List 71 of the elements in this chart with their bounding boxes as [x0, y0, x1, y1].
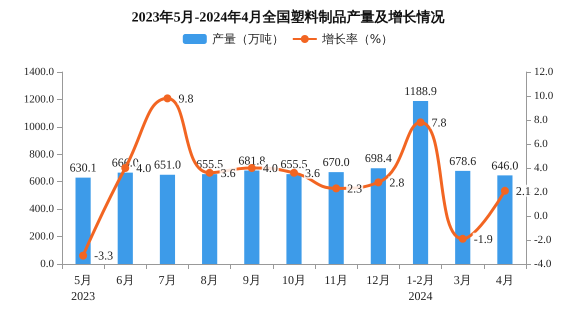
data-label: 681.8 — [238, 153, 266, 168]
point — [458, 234, 467, 243]
point — [79, 252, 88, 260]
point — [206, 168, 214, 177]
y-tick-label: 1400.0 — [24, 66, 54, 78]
x-tick-label: 5月 2023 — [71, 273, 96, 303]
data-label: 2.1 — [516, 184, 531, 198]
data-label: 646.0 — [491, 158, 518, 172]
point — [500, 186, 509, 195]
point — [374, 178, 382, 186]
y-tick-label: 1000.0 — [24, 120, 54, 133]
point — [163, 94, 172, 102]
x-tick-label: 7月 — [158, 273, 176, 287]
x-tick-label: 10月 — [282, 273, 306, 287]
point — [416, 118, 425, 126]
y2-tick-label: 8.0 — [534, 114, 548, 126]
data-label: 630.1 — [70, 160, 97, 175]
y-tick-label: 0.0 — [40, 258, 54, 270]
y-tick-label: 400.0 — [29, 203, 54, 216]
y2-tick-label: 4.0 — [534, 162, 548, 174]
bar — [328, 172, 344, 264]
point — [332, 184, 340, 192]
x-tick-label: 1-2月 2024 — [406, 273, 435, 303]
y-tick-label: 600.0 — [29, 176, 54, 188]
bar — [244, 170, 260, 264]
x-tick-label: 6月 — [116, 273, 134, 287]
y2-tick-label: 2.0 — [534, 186, 548, 198]
data-label: 651.0 — [154, 158, 181, 172]
y-tick-label: 800.0 — [29, 148, 54, 160]
y-tick-label: 1200.0 — [24, 93, 54, 106]
x-tick-label: 11月 — [324, 273, 348, 287]
data-label: -3.3 — [94, 248, 114, 263]
y2-tick-label: 0.0 — [534, 210, 548, 222]
x-tick-label: 9月 — [242, 273, 261, 287]
y2-tick-label: 12.0 — [534, 66, 554, 78]
bar — [202, 174, 218, 264]
data-label: 3.6 — [220, 166, 236, 180]
x-tick-label: 12月 — [366, 273, 390, 287]
bar — [286, 174, 302, 264]
bar — [370, 168, 386, 264]
legend-label: 增长率（%） — [320, 32, 394, 46]
y-tick-label: 200.0 — [29, 230, 54, 243]
bar — [76, 178, 91, 264]
y2-tick-label: -2.0 — [534, 234, 552, 246]
data-label: 3.6 — [305, 166, 320, 180]
y2-tick-label: 6.0 — [534, 138, 548, 150]
bar — [118, 172, 133, 264]
data-label: 4.0 — [136, 161, 152, 175]
data-label: 9.8 — [178, 91, 194, 106]
y2-tick-label: 10.0 — [534, 90, 554, 102]
data-label: -1.9 — [474, 232, 493, 246]
bar — [412, 100, 428, 264]
data-label: 7.8 — [432, 115, 447, 130]
x-tick-label: 3月 — [454, 273, 472, 287]
data-label: 4.0 — [262, 161, 278, 175]
y2-tick-label: -4.0 — [534, 258, 552, 270]
data-label: 2.3 — [347, 181, 362, 196]
bar — [497, 175, 512, 264]
data-label: 678.6 — [449, 154, 476, 168]
point — [290, 168, 298, 177]
bar — [455, 170, 470, 264]
data-label: 670.0 — [322, 155, 350, 170]
bar — [160, 174, 176, 264]
data-label: 2.8 — [389, 175, 404, 190]
data-label: 655.5 — [280, 157, 308, 172]
x-tick-label: 8月 — [200, 273, 219, 287]
x-tick-label: 4月 — [496, 273, 514, 287]
legend-label: 产量（万吨） — [212, 32, 284, 46]
data-label: 698.4 — [364, 151, 392, 166]
data-label: 1188.9 — [404, 84, 437, 98]
chart-title: 2023年5月-2024年4月全国塑料制品产量及增长情况 — [132, 8, 446, 26]
